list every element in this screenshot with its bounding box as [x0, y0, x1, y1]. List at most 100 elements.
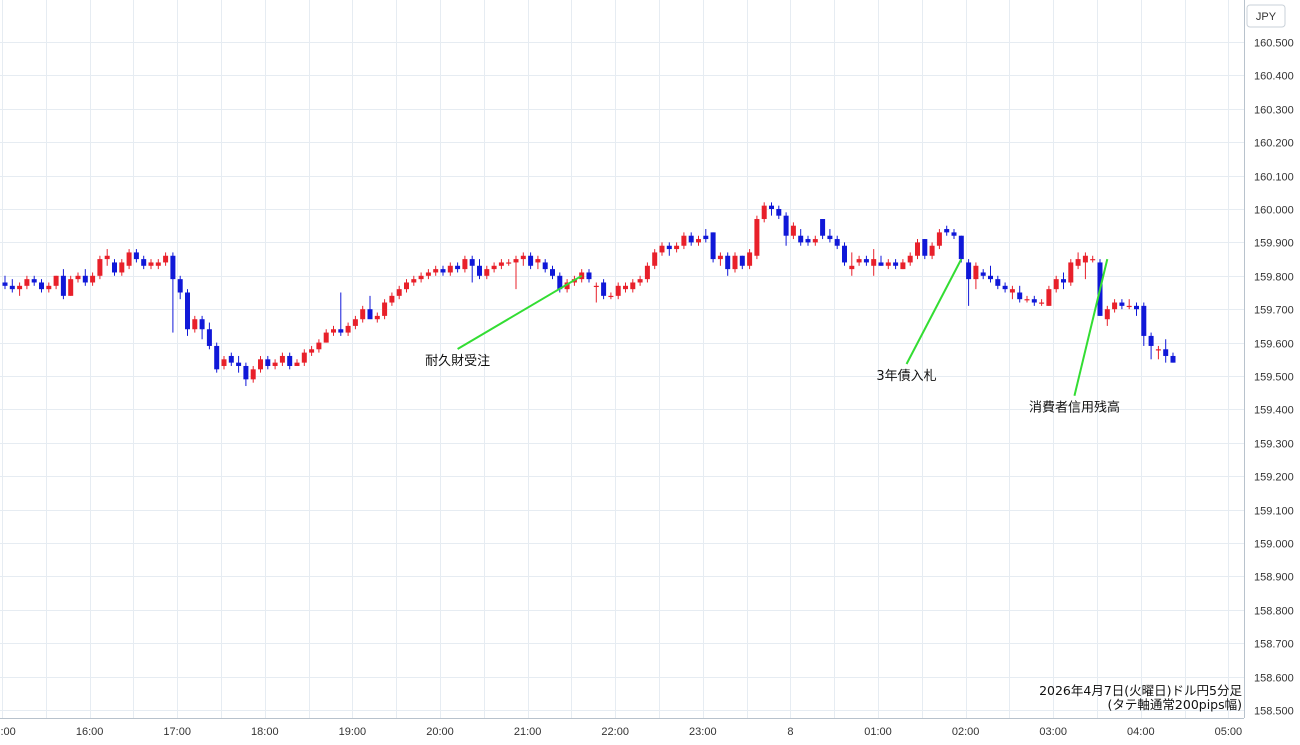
price-axis: JPY 160.500 160.400 160.300 160.200 160.100 1… — [1244, 0, 1294, 718]
candle-body — [1082, 255, 1088, 263]
candle — [90, 272, 96, 286]
candle — [185, 289, 190, 336]
candle-body — [1002, 285, 1008, 290]
candle-body — [82, 275, 88, 283]
candle — [68, 275, 74, 296]
candle — [564, 279, 570, 293]
candle — [1039, 299, 1045, 306]
candle — [39, 279, 44, 293]
candle — [637, 275, 643, 286]
candle — [294, 359, 300, 366]
candle-body — [944, 229, 950, 233]
candle-body — [2, 282, 8, 286]
candle — [820, 219, 826, 240]
candle — [484, 265, 490, 280]
candle — [1112, 299, 1118, 313]
y-tick-label: 160.400 — [1254, 71, 1294, 83]
candle — [717, 252, 723, 266]
caption-line-2: (タテ軸通常200pips幅) — [1108, 697, 1242, 712]
candle-body — [1061, 279, 1066, 283]
candle — [1002, 282, 1008, 293]
candle-body — [659, 245, 665, 253]
currency-label: JPY — [1256, 11, 1277, 23]
candle-body — [710, 232, 716, 260]
y-tick-label: 158.800 — [1254, 606, 1294, 618]
candle-body — [1163, 349, 1169, 356]
candle — [258, 355, 263, 373]
candle — [316, 339, 322, 353]
candle-body — [60, 275, 66, 296]
candle — [1082, 252, 1088, 280]
candle — [856, 255, 862, 266]
x-tick-label: 03:00 — [1039, 726, 1067, 738]
candle-body — [469, 259, 475, 266]
candle — [309, 345, 315, 356]
candle-body — [1039, 302, 1045, 304]
candle — [133, 249, 139, 263]
candle-body — [185, 292, 190, 330]
candle-body — [849, 265, 855, 270]
candle-body — [652, 252, 658, 266]
y-tick-label: 160.300 — [1254, 105, 1294, 117]
grid — [0, 0, 1244, 718]
y-tick-label: 159.000 — [1254, 539, 1294, 551]
candle — [1148, 332, 1154, 360]
candle — [747, 249, 753, 270]
candle-body — [9, 285, 15, 290]
candle-body — [24, 279, 30, 286]
candle-body — [623, 285, 628, 290]
candle — [382, 299, 388, 320]
candle — [973, 262, 979, 290]
chart-caption: 2026年4月7日(火曜日)ドル円5分足 (タテ軸通常200pips幅) — [1039, 683, 1242, 712]
candle-body — [1046, 289, 1052, 306]
candle-body — [1141, 305, 1147, 336]
candle-body — [929, 245, 935, 256]
candle-body — [528, 255, 534, 266]
candle — [279, 352, 285, 366]
candle-body — [221, 359, 227, 366]
candle — [112, 259, 117, 276]
candle — [1024, 295, 1030, 303]
candle — [550, 265, 555, 280]
candle — [659, 242, 665, 256]
candle — [104, 249, 110, 266]
candle — [681, 232, 687, 250]
candle-body — [126, 252, 132, 266]
candle-body — [279, 355, 285, 363]
candle — [1031, 295, 1037, 306]
candle-body — [703, 235, 709, 240]
candle-body — [958, 235, 964, 260]
candle — [53, 275, 59, 290]
candle-body — [856, 259, 862, 263]
candle-body — [1119, 302, 1125, 306]
candle-body — [1075, 259, 1081, 266]
candle — [528, 252, 534, 270]
candle-body — [1104, 309, 1110, 320]
x-tick-label: 15:00 — [0, 726, 16, 738]
candle-body — [155, 262, 161, 266]
candle-body — [871, 259, 877, 266]
candle-body — [644, 265, 650, 280]
candle-body — [258, 359, 263, 370]
candle-body — [141, 259, 147, 266]
candle — [710, 232, 716, 263]
candle-body — [966, 262, 972, 280]
candle-body — [893, 262, 899, 266]
candle-body — [586, 272, 592, 280]
candle-body — [367, 309, 373, 320]
candle-body — [433, 269, 439, 273]
candle-body — [725, 255, 731, 270]
candle — [2, 275, 8, 290]
candle — [1126, 299, 1132, 310]
annotation-pointer — [905, 258, 963, 365]
candle-body — [535, 259, 541, 263]
candle-body — [973, 265, 979, 280]
candle — [126, 249, 132, 270]
candle — [885, 259, 891, 270]
x-tick-label: 21:00 — [514, 726, 542, 738]
candle-body — [491, 265, 497, 270]
candle — [214, 342, 220, 373]
candle — [1104, 305, 1110, 326]
candle — [769, 202, 774, 216]
